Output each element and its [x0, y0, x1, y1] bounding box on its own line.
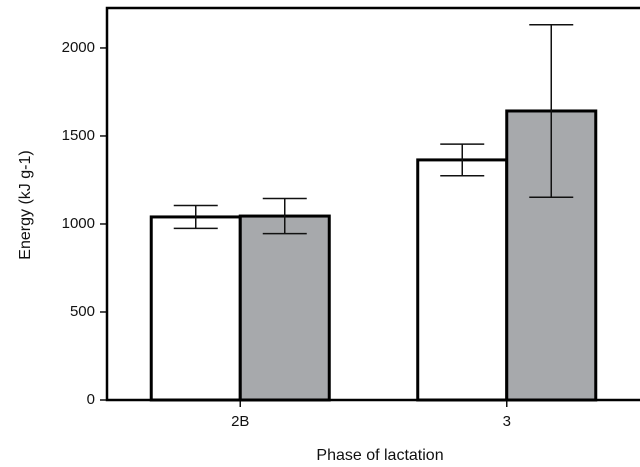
- error-bar: [262, 197, 307, 235]
- x-tick-label: 3: [503, 413, 511, 430]
- error-bar: [440, 143, 485, 177]
- y-tick-label: 1000: [62, 215, 95, 232]
- y-axis-title: Energy (kJ g-1): [17, 150, 34, 259]
- error-bar: [173, 204, 218, 230]
- x-axis-title: Phase of lactation: [316, 447, 443, 464]
- bar: [238, 214, 331, 402]
- bar: [149, 215, 242, 402]
- y-tick-label: 0: [87, 391, 95, 408]
- error-bar: [529, 23, 574, 198]
- y-tick-label: 1500: [62, 127, 95, 144]
- y-tick-label: 2000: [62, 39, 95, 56]
- x-tick-label: 2B: [231, 413, 249, 430]
- y-tick-label: 500: [70, 303, 95, 320]
- plot-frame: [105, 6, 640, 402]
- bar: [416, 158, 509, 402]
